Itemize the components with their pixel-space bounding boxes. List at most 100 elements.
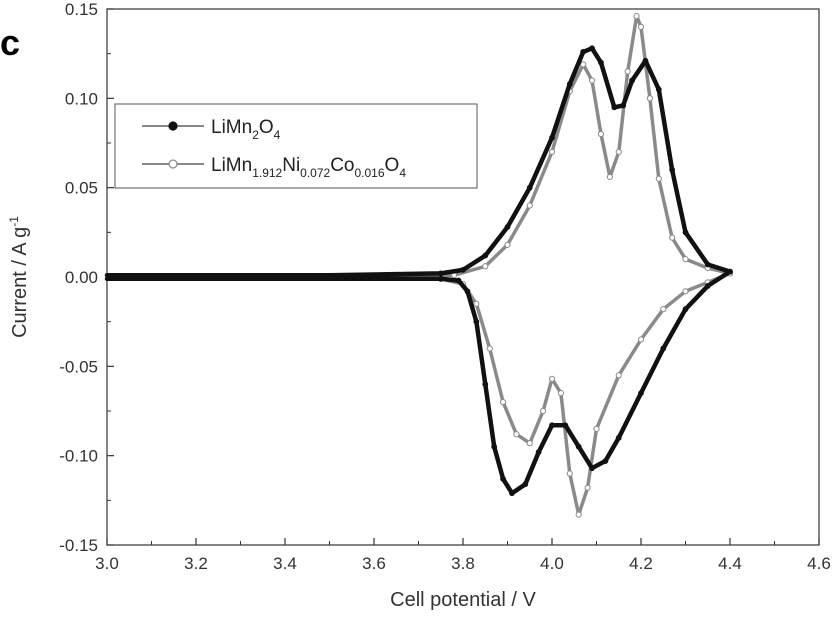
data-point [566, 470, 573, 477]
x-tick-label: 4.2 [629, 554, 653, 573]
series-1 [104, 45, 733, 497]
y-tick-label: 0.00 [65, 268, 98, 287]
data-point [633, 13, 640, 20]
data-point [669, 234, 676, 241]
data-point [504, 224, 511, 230]
data-point [602, 458, 609, 464]
legend-box [114, 103, 478, 189]
data-point [598, 59, 604, 66]
data-point [437, 275, 444, 282]
data-point [704, 261, 711, 268]
data-point [566, 81, 573, 87]
data-point [660, 306, 667, 313]
data-point [473, 300, 480, 307]
data-point [548, 375, 556, 382]
data-point [642, 57, 649, 64]
data-point [682, 288, 689, 295]
x-tick-label: 3.2 [184, 554, 208, 573]
svg-text:Current / A g-1: Current / A g-1 [7, 216, 31, 338]
data-point [682, 256, 689, 263]
data-point [580, 61, 587, 68]
data-point [646, 95, 654, 102]
data-point [499, 398, 507, 406]
data-point [638, 390, 644, 397]
data-point [615, 434, 622, 441]
data-point [611, 104, 618, 111]
y-tick-label: 0.05 [65, 179, 98, 198]
data-point [513, 431, 520, 438]
series-line [105, 14, 732, 517]
data-point [575, 511, 582, 518]
data-point [500, 475, 506, 482]
x-tick-label: 4.0 [540, 554, 564, 573]
data-point [615, 372, 622, 379]
x-tick-label: 4.6 [807, 554, 831, 573]
data-point [629, 77, 635, 84]
y-tick-label: 0.15 [65, 0, 98, 19]
data-point [704, 283, 711, 289]
x-tick-label: 4.4 [718, 554, 742, 573]
data-point [593, 425, 600, 432]
data-point [491, 443, 498, 450]
data-point [535, 449, 542, 455]
data-point [606, 173, 613, 181]
legend-marker [168, 121, 178, 131]
data-point [504, 241, 511, 248]
data-point [549, 422, 555, 429]
data-point [660, 345, 667, 352]
legend-label: LiMn2O4 [211, 117, 281, 142]
data-point [624, 68, 631, 75]
data-point [526, 184, 533, 191]
x-tick-label: 3.8 [451, 554, 475, 573]
y-axis-title-text: Current / A g [9, 227, 31, 338]
axis-ticks: 3.0 3.2 3.4 3.6 3.8 4.0 4.2 4.4 4.6 0.15 0.10 0.05 0… [59, 0, 831, 573]
data-point [509, 490, 515, 497]
data-point [460, 266, 466, 273]
series-2 [105, 13, 734, 518]
x-tick-label: 3.4 [273, 554, 297, 573]
data-point [669, 166, 676, 173]
data-point [486, 345, 493, 352]
data-point [557, 390, 565, 397]
data-point [655, 175, 662, 182]
data-point [526, 440, 533, 447]
data-point [549, 134, 555, 141]
data-point [682, 229, 689, 236]
data-point [464, 288, 471, 295]
y-axis-title: Current / A g-1 [7, 216, 31, 338]
data-point [575, 443, 582, 450]
data-point [482, 252, 489, 259]
data-point [526, 202, 533, 209]
data-point [637, 336, 645, 343]
data-point [437, 270, 444, 277]
y-tick-label: -0.10 [59, 447, 98, 466]
data-point [522, 481, 529, 488]
series-layer [104, 13, 734, 518]
data-point [589, 45, 595, 52]
data-point [548, 148, 556, 156]
x-tick-label: 3.0 [95, 554, 119, 573]
data-point [562, 422, 569, 429]
data-point [589, 465, 595, 472]
data-point [727, 268, 733, 275]
data-point [473, 318, 480, 325]
x-axis-title: Cell potential / V [390, 589, 536, 611]
data-point [588, 77, 596, 84]
legend-label: LiMn1.912Ni0.072Co0.016O4 [211, 155, 406, 180]
data-point [682, 306, 689, 313]
legend-marker [168, 159, 178, 169]
data-point [615, 148, 622, 156]
x-tick-label: 3.6 [362, 554, 386, 573]
data-point [482, 381, 489, 388]
y-axis-title-sup: -1 [7, 216, 21, 227]
y-tick-label: 0.10 [65, 89, 98, 108]
data-point [540, 407, 547, 415]
data-point [584, 484, 591, 491]
y-tick-label: -0.05 [59, 357, 98, 376]
panel-label: c [0, 22, 21, 63]
data-point [580, 48, 587, 55]
data-point [655, 86, 662, 93]
data-point [597, 130, 605, 138]
legend: LiMn2O4 LiMn1.912Ni0.072Co0.016O4 [114, 103, 478, 189]
